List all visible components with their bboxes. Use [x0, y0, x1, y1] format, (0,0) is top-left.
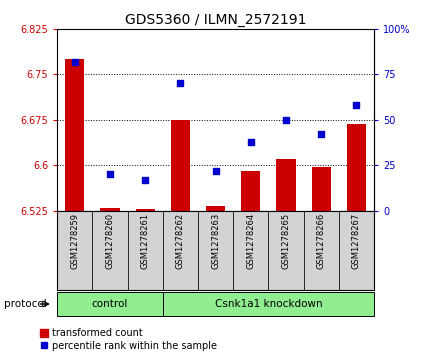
Bar — [171, 120, 190, 211]
Text: GSM1278263: GSM1278263 — [211, 213, 220, 269]
Bar — [276, 159, 296, 211]
Title: GDS5360 / ILMN_2572191: GDS5360 / ILMN_2572191 — [125, 13, 306, 26]
Point — [353, 102, 360, 108]
Point — [247, 139, 254, 144]
Point — [318, 131, 325, 137]
Text: Csnk1a1 knockdown: Csnk1a1 knockdown — [215, 299, 322, 309]
Bar — [268, 211, 304, 290]
Bar — [100, 208, 120, 211]
Point — [71, 59, 78, 65]
Bar — [136, 209, 155, 211]
Bar — [347, 124, 366, 211]
Point — [177, 81, 184, 86]
Bar — [198, 211, 233, 290]
Text: GSM1278259: GSM1278259 — [70, 213, 79, 269]
Bar — [65, 59, 84, 211]
Bar — [92, 211, 128, 290]
Bar — [312, 167, 331, 211]
Text: GSM1278260: GSM1278260 — [106, 213, 114, 269]
Bar — [304, 211, 339, 290]
Bar — [241, 171, 260, 211]
Text: GSM1278262: GSM1278262 — [176, 213, 185, 269]
Bar — [206, 206, 225, 211]
Bar — [163, 211, 198, 290]
Text: GSM1278264: GSM1278264 — [246, 213, 255, 269]
Bar — [57, 211, 92, 290]
Point — [142, 177, 149, 183]
Text: protocol: protocol — [4, 299, 47, 309]
Bar — [163, 292, 374, 316]
Bar — [57, 292, 163, 316]
Text: GSM1278266: GSM1278266 — [317, 213, 326, 269]
Point — [282, 117, 290, 123]
Point — [212, 168, 219, 174]
Bar — [339, 211, 374, 290]
Bar — [233, 211, 268, 290]
Text: control: control — [92, 299, 128, 309]
Text: GSM1278261: GSM1278261 — [141, 213, 150, 269]
Text: GSM1278267: GSM1278267 — [352, 213, 361, 269]
Bar — [128, 211, 163, 290]
Legend: transformed count, percentile rank within the sample: transformed count, percentile rank withi… — [40, 328, 217, 351]
Point — [106, 171, 114, 177]
Text: GSM1278265: GSM1278265 — [282, 213, 290, 269]
